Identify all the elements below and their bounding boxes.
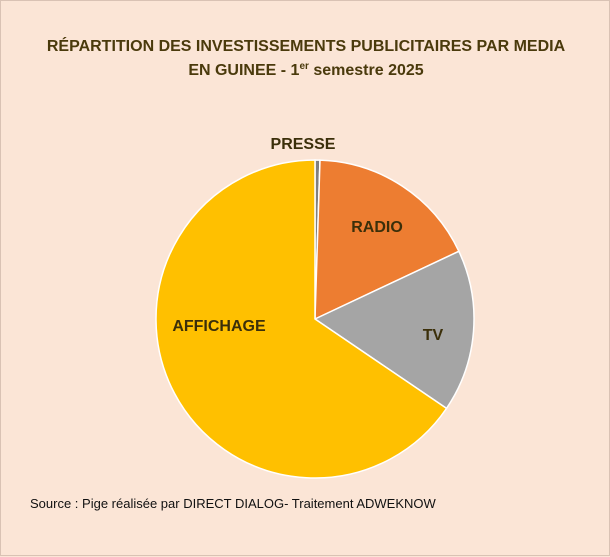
pie-slice-tv <box>313 250 475 410</box>
chart-title-line1: RÉPARTITION DES INVESTISSEMENTS PUBLICIT… <box>46 38 566 55</box>
slice-label-tv: TV <box>423 327 444 344</box>
chart-title: RÉPARTITION DES INVESTISSEMENTS PUBLICIT… <box>1 35 610 83</box>
pie-slice-radio <box>314 159 460 321</box>
chart-title-superscript: er <box>299 61 309 72</box>
chart-title-line2-suffix: semestre 2025 <box>308 62 424 79</box>
slice-label-presse: PRESSE <box>271 136 336 153</box>
slice-label-affichage: AFFICHAGE <box>172 318 266 335</box>
chart-title-line2-prefix: EN GUINEE - 1 <box>188 62 300 79</box>
source-note: Source : Pige réalisée par DIRECT DIALOG… <box>30 496 436 511</box>
chart-title-line2: EN GUINEE - 1er semestre 2025 <box>1 59 610 83</box>
pie-slice-affichage <box>155 159 448 479</box>
slice-label-radio: RADIO <box>351 219 403 236</box>
